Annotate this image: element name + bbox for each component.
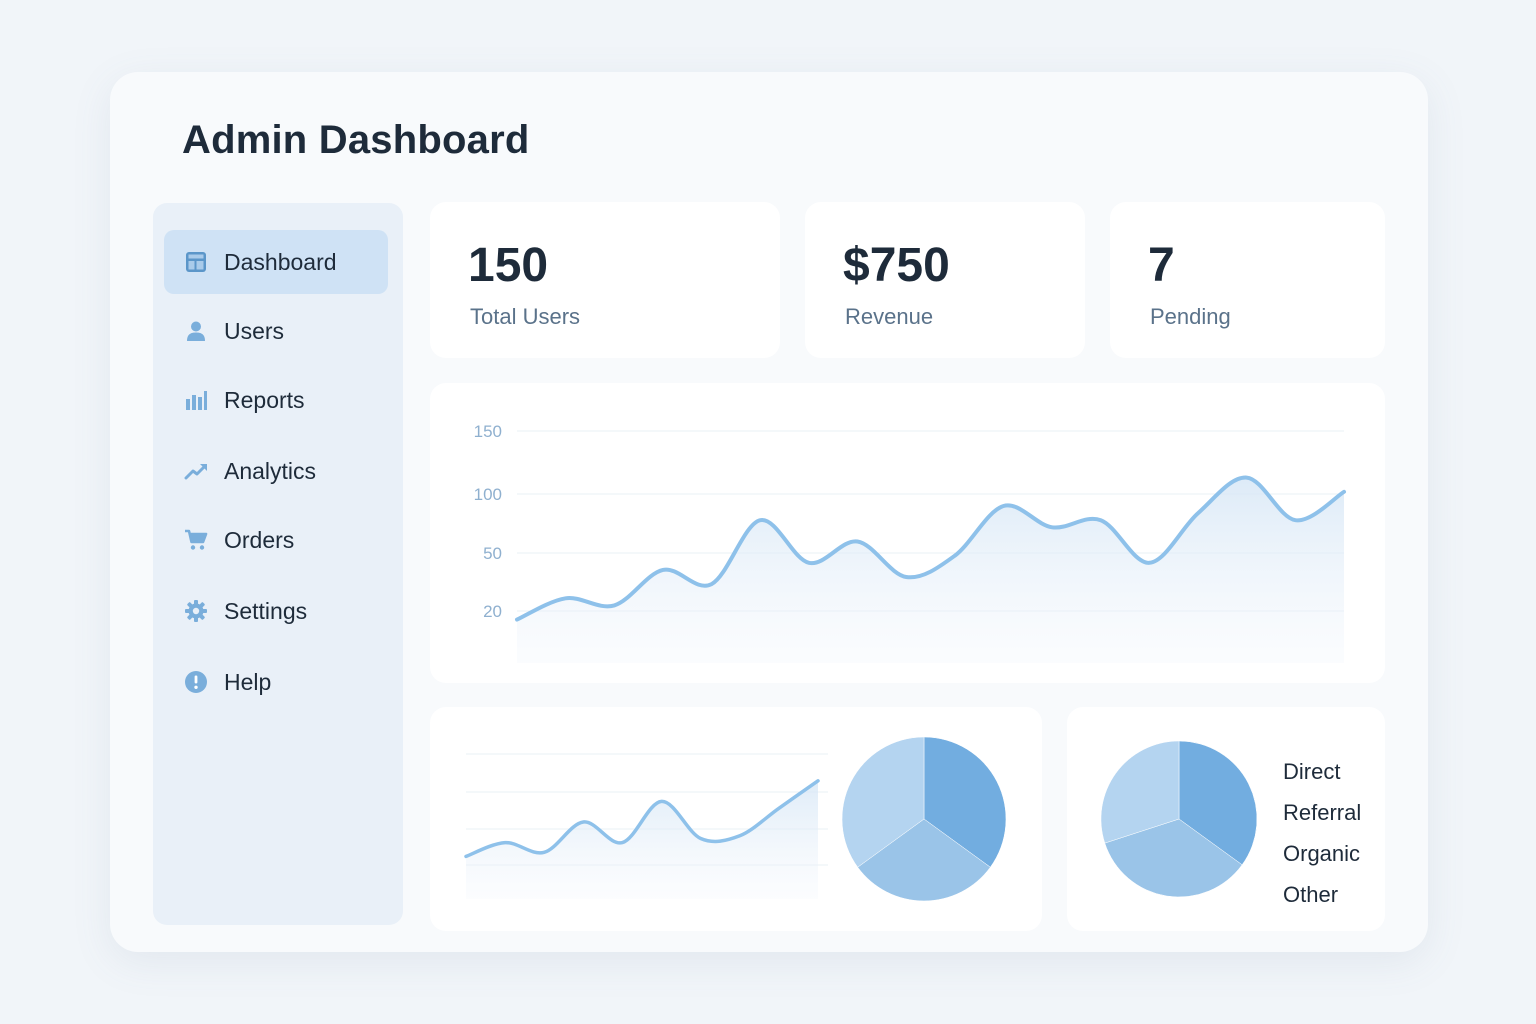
mini-chart-card (430, 707, 1042, 931)
trend-icon (184, 459, 208, 483)
series-line (515, 475, 1346, 622)
stat-value: 150 (468, 239, 549, 292)
stat-card-revenue: $750 Revenue (805, 202, 1085, 358)
mini-line-chart (464, 736, 1007, 902)
stat-card-total-users: 150 Total Users (430, 202, 780, 358)
stat-label: Pending (1150, 304, 1231, 329)
sidebar-item-analytics[interactable]: Analytics (164, 439, 388, 503)
legend-item-organic: Organic (1283, 841, 1361, 866)
stat-card-pending: 7 Pending (1110, 202, 1385, 358)
cart-icon (184, 528, 208, 552)
bar-chart-icon (184, 388, 208, 412)
page-title: Admin Dashboard (182, 118, 530, 162)
y-tick-label: 150 (474, 422, 502, 441)
sidebar-item-label: Dashboard (224, 248, 337, 275)
sidebar-item-label: Help (224, 668, 272, 695)
y-tick-label: 50 (483, 544, 502, 563)
pie-slice (857, 818, 991, 902)
area-fill (466, 780, 818, 899)
sidebar-item-label: Reports (224, 386, 305, 413)
traffic-pie-card: Direct Referral Organic Other (1067, 707, 1385, 931)
y-tick-label: 100 (474, 485, 502, 504)
sidebar-item-label: Settings (224, 597, 308, 624)
sidebar: Dashboard Users Reports Analytics Orders… (153, 203, 403, 925)
sidebar-item-users[interactable]: Users (164, 299, 388, 363)
area-fill (517, 477, 1344, 663)
pie-slice (923, 736, 1007, 868)
sidebar-item-label: Users (224, 317, 285, 344)
sidebar-item-reports[interactable]: Reports (164, 368, 388, 432)
y-tick-label: 20 (483, 602, 502, 621)
sidebar-item-dashboard[interactable]: Dashboard (164, 230, 388, 294)
sidebar-item-label: Analytics (224, 457, 317, 484)
legend-item-referral: Referral (1283, 800, 1362, 825)
sidebar-item-orders[interactable]: Orders (164, 508, 388, 572)
pie-slice (1104, 818, 1243, 898)
pie-slice (841, 736, 925, 868)
gear-icon (184, 599, 208, 623)
legend-item-other: Other (1283, 882, 1339, 907)
help-icon (184, 670, 208, 694)
stat-value: $750 (843, 239, 950, 292)
stat-label: Revenue (845, 304, 934, 329)
sidebar-item-label: Orders (224, 526, 295, 553)
series-line (464, 779, 820, 859)
legend-item-direct: Direct (1283, 759, 1341, 784)
pie-slice (1178, 740, 1258, 866)
main-chart-card: 150 100 50 20 (430, 383, 1385, 683)
sidebar-item-settings[interactable]: Settings (164, 579, 388, 643)
stat-value: 7 (1148, 239, 1175, 292)
user-icon (184, 319, 208, 343)
pie-slice (1100, 740, 1180, 844)
sidebar-item-help[interactable]: Help (164, 650, 388, 714)
dashboard-icon (184, 250, 208, 274)
traffic-pie-chart (1100, 740, 1258, 898)
main-line-chart: 150 100 50 20 (474, 422, 1346, 663)
stat-label: Total Users (470, 304, 581, 329)
